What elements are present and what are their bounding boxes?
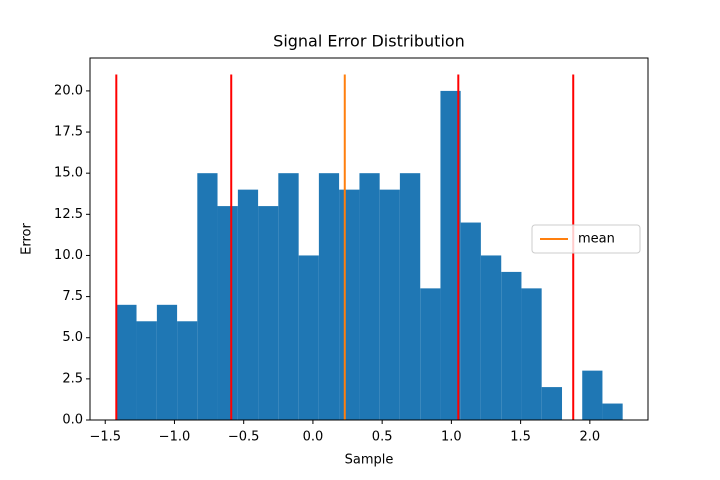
y-tick-label: 10.0 [54, 248, 83, 263]
x-tick-label: 1.0 [441, 430, 462, 445]
bar [116, 304, 137, 420]
y-tick-label: 0.0 [62, 413, 83, 428]
bar [501, 271, 522, 420]
bar [582, 370, 603, 420]
x-tick-label: 2.0 [580, 430, 601, 445]
legend-box [531, 224, 641, 254]
bar [278, 173, 299, 420]
bar [339, 189, 360, 420]
bar [602, 403, 623, 420]
chart-title: Signal Error Distribution [273, 32, 465, 51]
x-tick-label: 1.5 [510, 430, 531, 445]
y-tick-label: 20.0 [54, 83, 83, 98]
y-tick-label: 7.5 [62, 289, 83, 304]
x-tick-label: −0.5 [228, 430, 260, 445]
y-tick-label: 2.5 [62, 371, 83, 386]
bar [460, 222, 481, 420]
x-axis-label: Sample [345, 453, 394, 468]
x-tick-label: −1.0 [159, 430, 191, 445]
bar [156, 304, 178, 420]
bar [217, 206, 238, 420]
bar [318, 173, 340, 420]
y-tick-label: 5.0 [62, 330, 83, 345]
bar [379, 189, 400, 420]
x-tick-label: −1.5 [89, 430, 121, 445]
plot-frame [89, 57, 649, 421]
bar [399, 173, 421, 420]
bar [136, 321, 157, 420]
bar [298, 255, 319, 420]
bar [177, 321, 198, 420]
y-tick-label: 12.5 [54, 207, 83, 222]
x-tick-label: 0.0 [303, 430, 324, 445]
bar [480, 255, 502, 420]
bar [237, 189, 259, 420]
y-tick-label: 15.0 [54, 166, 83, 181]
bar [440, 90, 461, 420]
y-tick-label: 17.5 [54, 125, 83, 140]
x-tick-label: 0.5 [372, 430, 393, 445]
legend-label: mean [578, 232, 615, 247]
bar [197, 173, 218, 420]
bar [521, 288, 542, 420]
bar [359, 173, 380, 420]
bar [420, 288, 441, 420]
bar [258, 206, 279, 420]
bar [541, 387, 563, 420]
y-axis-label: Error [20, 223, 35, 255]
